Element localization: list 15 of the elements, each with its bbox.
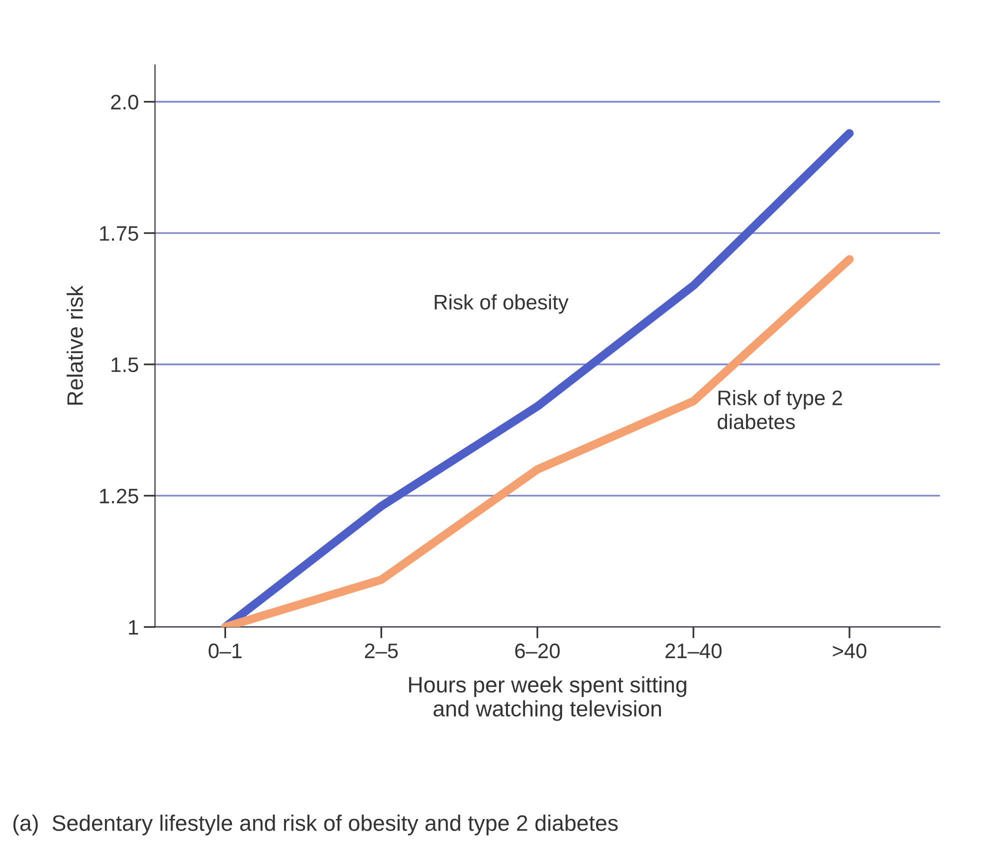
x-tick-label: 0–1: [208, 644, 242, 658]
series-label: Risk of type 2 diabetes: [718, 390, 842, 430]
y-tick-label: 1: [129, 620, 138, 635]
y-tick-label: 2.0: [111, 94, 138, 110]
x-tick-label: >40: [832, 644, 866, 658]
text: Risk of obesity: [434, 294, 569, 314]
y-tick-label: 1.75: [100, 226, 138, 241]
y-tick-label: 1.25: [100, 488, 138, 504]
x-axis-title: Hours per week spent sitting and watching television: [409, 676, 686, 721]
text: (a) Sedentary lifestyle and risk of obesity and type 2 diabetes: [13, 814, 618, 836]
x-tick-label: 2–5: [364, 644, 398, 658]
x-tick-label: 21–40: [666, 644, 722, 658]
y-tick-label: 1.5: [112, 358, 138, 372]
x-tick-label: 6–20: [515, 644, 560, 658]
y-axis-title: Relative risk: [66, 285, 83, 405]
